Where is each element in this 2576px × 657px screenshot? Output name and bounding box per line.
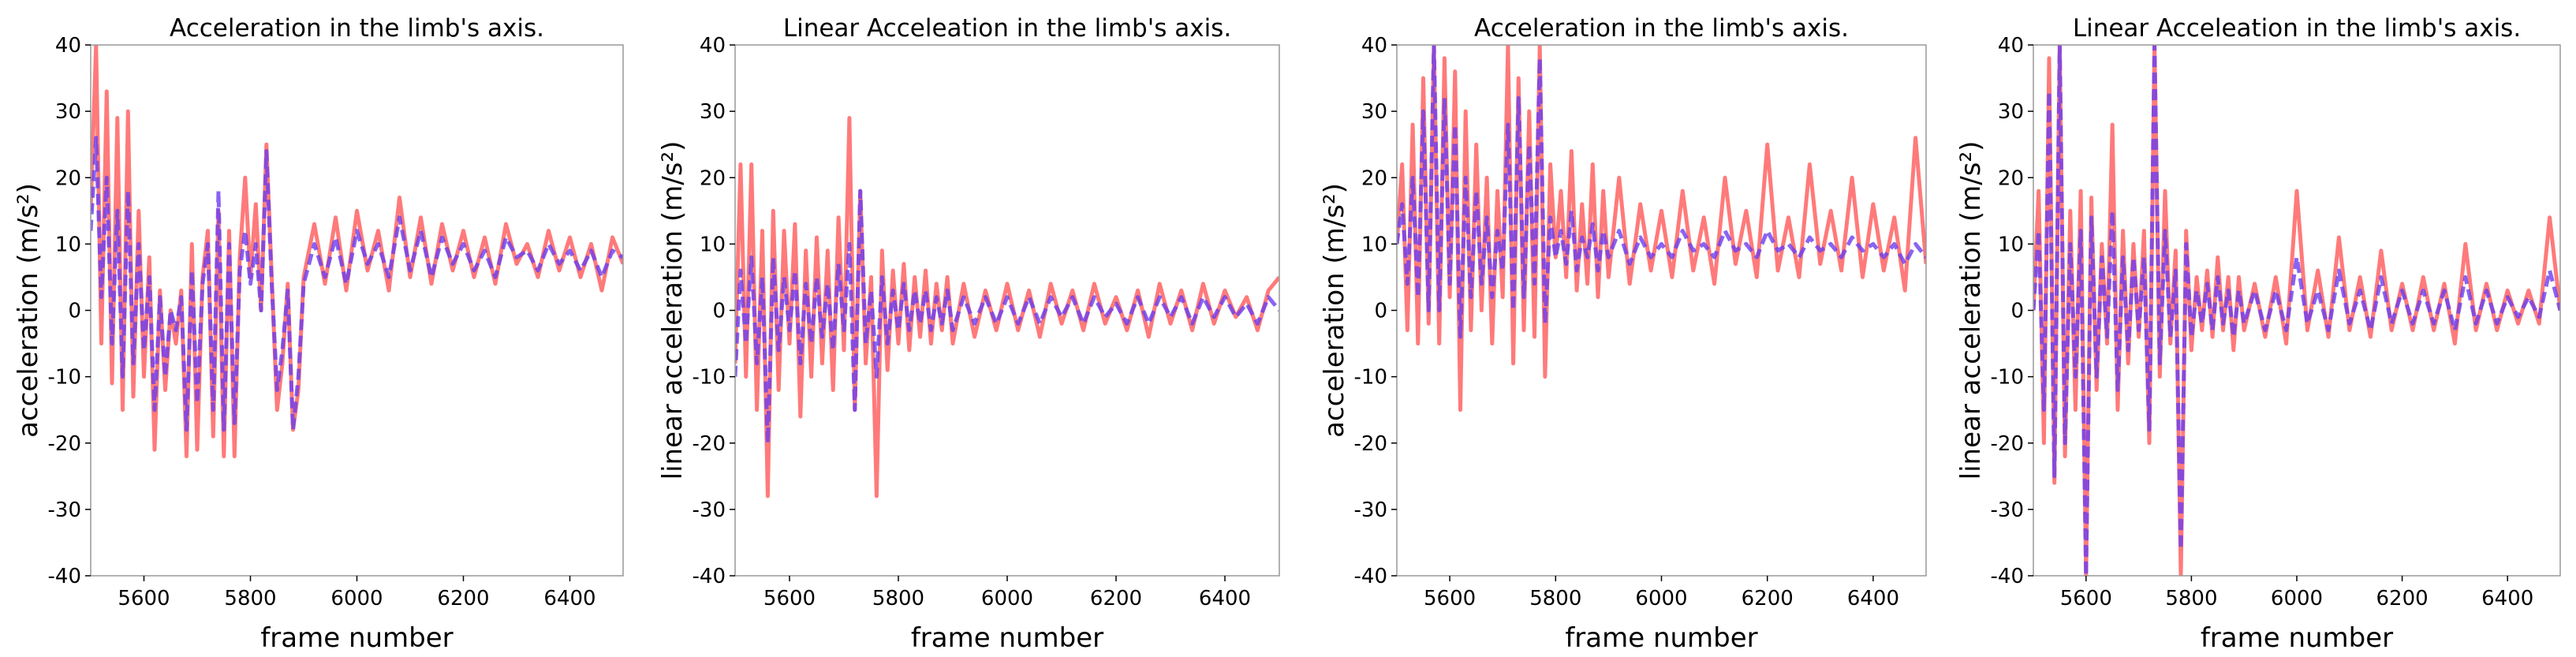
x-tick-label: 6200 (437, 587, 489, 610)
y-axis-label: acceleration (m/s²) (1319, 183, 1350, 438)
y-tick-label: 10 (1998, 233, 2024, 256)
x-tick-label: 5600 (2060, 587, 2112, 610)
y-tick-label: -30 (693, 498, 726, 522)
y-tick-label: 20 (700, 166, 726, 190)
y-tick-label: -20 (1354, 432, 1387, 456)
x-tick-label: 5800 (2165, 587, 2217, 610)
x-tick-label: 5600 (1424, 587, 1476, 610)
y-tick-label: -40 (693, 565, 726, 588)
plot-frame (1396, 44, 1927, 577)
y-tick-label: 20 (55, 166, 81, 190)
series-line-estimated (735, 189, 1279, 446)
x-axis-label: frame number (1565, 622, 1757, 654)
chart-1: 5600 5800 6000 6200 6400 -40 -30 -20 -10 0 10 20 30 4… (13, 14, 624, 654)
chart-4: 5600 5800 6000 6200 6400 -40 -30 -20 -10 0 10 20 30 4… (1955, 14, 2561, 654)
series-line-estimated (2033, 45, 2560, 576)
y-tick-label: 0 (2010, 300, 2024, 323)
y-tick-label: 40 (700, 34, 726, 58)
y-tick-label: -30 (1354, 498, 1387, 522)
x-tick-label: 6200 (2376, 587, 2429, 610)
y-tick-label: 40 (1998, 34, 2024, 58)
y-tick-label: 30 (1361, 100, 1387, 124)
y-tick-label: 30 (55, 100, 81, 124)
y-tick-label: -10 (1354, 366, 1387, 390)
y-tick-label: -10 (48, 366, 81, 390)
chart-title: Linear Acceleation in the limb's axis. (2073, 14, 2521, 43)
y-tick-label: 10 (700, 233, 726, 256)
x-tick-label: 6400 (2481, 587, 2533, 610)
y-tick-label: -10 (693, 366, 726, 390)
x-axis-label: frame number (2201, 622, 2393, 654)
series-line-measured (91, 45, 623, 459)
y-tick-label: -40 (1991, 565, 2024, 588)
chart-title: Acceleration in the limb's axis. (170, 14, 544, 43)
y-tick-label: -30 (1991, 498, 2024, 522)
y-tick-label: -10 (1991, 366, 2024, 390)
x-tick-label: 5600 (763, 587, 816, 610)
x-tick-label: 6400 (1199, 587, 1251, 610)
x-axis-label: frame number (260, 622, 453, 654)
plot-area (2033, 45, 2560, 576)
y-tick-label: 0 (1374, 300, 1387, 323)
plot-area (1397, 45, 1926, 412)
y-tick-label: 40 (55, 34, 81, 58)
plot-area (91, 45, 623, 459)
y-tick-label: -20 (693, 432, 726, 456)
y-tick-label: 10 (1361, 233, 1387, 256)
y-tick-label: -40 (1354, 565, 1387, 588)
chart-2: 5600 5800 6000 6200 6400 -40 -30 -20 -10 0 10 20 30 4… (657, 14, 1280, 654)
x-tick-label: 5800 (872, 587, 924, 610)
x-tick-label: 6000 (981, 587, 1033, 610)
x-tick-label: 6200 (1090, 587, 1142, 610)
y-tick-label: 10 (55, 233, 81, 256)
y-tick-label: 0 (712, 300, 726, 323)
series-line-estimated (91, 136, 623, 432)
y-axis-label: linear acceleration (m/s²) (1955, 141, 1987, 480)
chart-3: 5600 5800 6000 6200 6400 -40 -30 -20 -10 0 10 20 30 4… (1319, 14, 1927, 654)
x-tick-label: 5800 (1529, 587, 1581, 610)
x-tick-label: 6200 (1742, 587, 1794, 610)
y-tick-label: -40 (48, 565, 81, 588)
y-tick-label: 0 (68, 300, 81, 323)
plot-area (735, 116, 1279, 498)
chart-title: Acceleration in the limb's axis. (1474, 14, 1849, 43)
y-tick-label: 30 (1998, 100, 2024, 124)
y-tick-label: 40 (1361, 34, 1387, 58)
x-axis-label: frame number (911, 622, 1103, 654)
y-tick-label: -30 (48, 498, 81, 522)
y-axis-label: acceleration (m/s²) (13, 183, 44, 438)
x-tick-label: 5600 (118, 587, 170, 610)
x-tick-label: 5800 (224, 587, 276, 610)
chart-title: Linear Acceleation in the limb's axis. (783, 14, 1231, 43)
x-tick-label: 6000 (1635, 587, 1687, 610)
series-line-measured (2033, 45, 2560, 576)
y-tick-label: 30 (700, 100, 726, 124)
series-line-measured (1397, 45, 1926, 412)
x-tick-label: 6000 (330, 587, 383, 610)
x-tick-label: 6400 (1847, 587, 1899, 610)
y-axis-label: linear acceleration (m/s²) (657, 141, 689, 480)
x-tick-label: 6000 (2271, 587, 2323, 610)
y-tick-label: 20 (1998, 166, 2024, 190)
x-tick-label: 6400 (543, 587, 595, 610)
y-tick-label: -20 (48, 432, 81, 456)
series-line-estimated (1397, 45, 1926, 339)
y-tick-label: -20 (1991, 432, 2024, 456)
y-tick-label: 20 (1361, 166, 1387, 190)
